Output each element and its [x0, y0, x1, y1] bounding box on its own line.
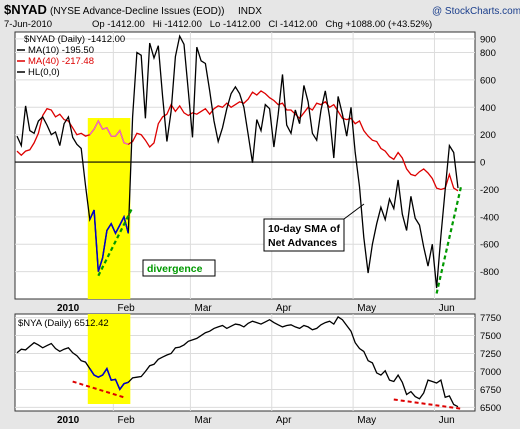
y-tick-label: -200	[480, 185, 499, 196]
sma-annotation-line1: 10-day SMA of	[268, 223, 340, 235]
x-tick-label: 2010	[57, 415, 80, 426]
top-y-axis: 900 800 600 400 200 0 -200 -400 -600 -800	[480, 34, 499, 278]
y-tick-label: 6500	[480, 403, 501, 414]
top-highlight-box	[87, 118, 131, 299]
june-trendline	[435, 186, 463, 294]
legend-ma10: MA(10) -195.50	[28, 45, 94, 56]
feb-red-trendline	[72, 380, 125, 399]
ma10-divergence-segment	[89, 209, 130, 272]
y-tick-label: 7750	[480, 313, 501, 324]
divergence-label-box	[142, 259, 216, 277]
top-legend: $NYAD (Daily) -1412.00 MA(10) -195.50 MA…	[17, 34, 125, 78]
sma-annotation-pointer	[343, 203, 365, 220]
divergence-annotation: divergence	[142, 259, 216, 277]
legend-hl: HL(0,0)	[28, 67, 60, 78]
x-tick-label: Mar	[195, 415, 213, 426]
exchange-label: INDX	[238, 6, 262, 17]
chart-symbol: $NYAD	[4, 2, 47, 17]
divergence-trendline	[97, 206, 134, 277]
divergence-label: divergence	[147, 263, 203, 275]
y-tick-label: 0	[480, 158, 485, 169]
y-tick-label: 7500	[480, 331, 501, 342]
x-tick-label: May	[357, 303, 376, 314]
bottom-panel: $NYA (Daily) 6512.42 7750 7500 7250 7000 675…	[14, 313, 501, 426]
x-tick-label: Apr	[276, 303, 292, 314]
y-tick-label: 7250	[480, 349, 501, 360]
legend-ma40: MA(40) -217.48	[28, 56, 94, 67]
chart-subtitle: (NYSE Advance-Decline Issues (EOD))	[50, 6, 225, 17]
y-tick-label: 200	[480, 130, 496, 141]
watermark: @ StockCharts.com	[432, 6, 520, 17]
y-tick-label: -800	[480, 267, 499, 278]
quote-date: 7-Jun-2010	[4, 19, 52, 30]
x-tick-label: Apr	[276, 415, 292, 426]
top-plot-area	[14, 31, 476, 300]
bottom-y-axis: 7750 7500 7250 7000 6750 6500	[480, 313, 501, 414]
x-tick-label: Jun	[439, 303, 455, 314]
y-tick-label: -600	[480, 240, 499, 251]
legend-nyad: $NYAD (Daily) -1412.00	[24, 34, 125, 45]
x-tick-label: Mar	[195, 303, 213, 314]
y-tick-label: 600	[480, 75, 496, 86]
bottom-x-axis: 2010 Feb Mar Apr May Jun	[57, 415, 455, 426]
sma-annotation-box	[263, 218, 345, 252]
x-tick-label: Jun	[439, 415, 455, 426]
sma-annotation-line2: Net Advances	[268, 237, 337, 249]
y-tick-label: 7000	[480, 367, 501, 378]
x-tick-label: 2010	[57, 303, 80, 314]
x-tick-label: Feb	[117, 415, 135, 426]
x-tick-label: May	[357, 415, 376, 426]
legend-nya: $NYA (Daily) 6512.42	[18, 318, 109, 329]
quote-values: Op -1412.00 Hi -1412.00 Lo -1412.00 Cl -…	[92, 19, 432, 30]
top-panel: $NYAD (Daily) -1412.00 MA(10) -195.50 MA…	[14, 31, 499, 314]
y-tick-label: -400	[480, 212, 499, 223]
y-tick-label: 6750	[480, 385, 501, 396]
sma-annotation: 10-day SMA of Net Advances	[263, 203, 365, 252]
nya-highlight-segment	[89, 366, 129, 391]
ma40-highlight-segment	[89, 119, 129, 145]
top-x-axis: 2010 Feb Mar Apr May Jun	[57, 303, 455, 314]
y-tick-label: 800	[480, 48, 496, 59]
x-tick-label: Feb	[117, 303, 135, 314]
june-red-trendline	[393, 398, 463, 410]
y-tick-label: 900	[480, 34, 496, 45]
y-tick-label: 400	[480, 103, 496, 114]
